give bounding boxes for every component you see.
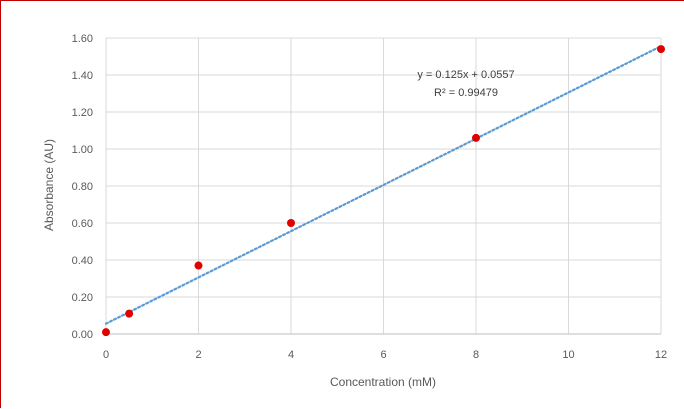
y-axis-ticks: 0.00 0.20 0.40 0.60 0.80 1.00 1.20 1.40 1.60 (72, 33, 93, 341)
y-tick-label: 0.80 (72, 181, 93, 193)
data-point (472, 133, 480, 142)
data-point (657, 45, 665, 54)
x-axis-ticks: 0 2 4 6 8 10 12 (103, 349, 667, 361)
y-tick-label: 0.00 (72, 329, 93, 341)
data-point (194, 261, 203, 270)
trendline-r2: R² = 0.99479 (434, 87, 498, 99)
data-point (102, 328, 110, 337)
x-tick-label: 4 (288, 349, 294, 361)
y-tick-label: 1.20 (72, 107, 93, 119)
data-point (125, 309, 134, 318)
x-axis-title: Concentration (mM) (330, 375, 436, 389)
x-tick-label: 6 (380, 349, 386, 361)
gridlines (105, 37, 662, 335)
y-tick-label: 0.60 (72, 218, 93, 230)
y-tick-label: 1.00 (72, 144, 93, 156)
y-tick-label: 0.40 (72, 255, 93, 267)
x-tick-label: 10 (562, 349, 574, 361)
x-tick-label: 12 (655, 349, 667, 361)
trendline-equation: y = 0.125x + 0.0557 (417, 69, 514, 81)
y-tick-label: 1.40 (72, 70, 93, 82)
x-tick-label: 2 (195, 349, 201, 361)
x-tick-label: 8 (473, 349, 479, 361)
trendline (104, 45, 663, 325)
y-tick-label: 1.60 (72, 33, 93, 45)
data-points (102, 45, 665, 337)
x-tick-label: 0 (103, 349, 109, 361)
data-point (287, 219, 295, 227)
y-axis-title: Absorbance (AU) (42, 139, 56, 231)
trendline-layer (104, 45, 663, 325)
y-tick-label: 0.20 (72, 292, 93, 304)
